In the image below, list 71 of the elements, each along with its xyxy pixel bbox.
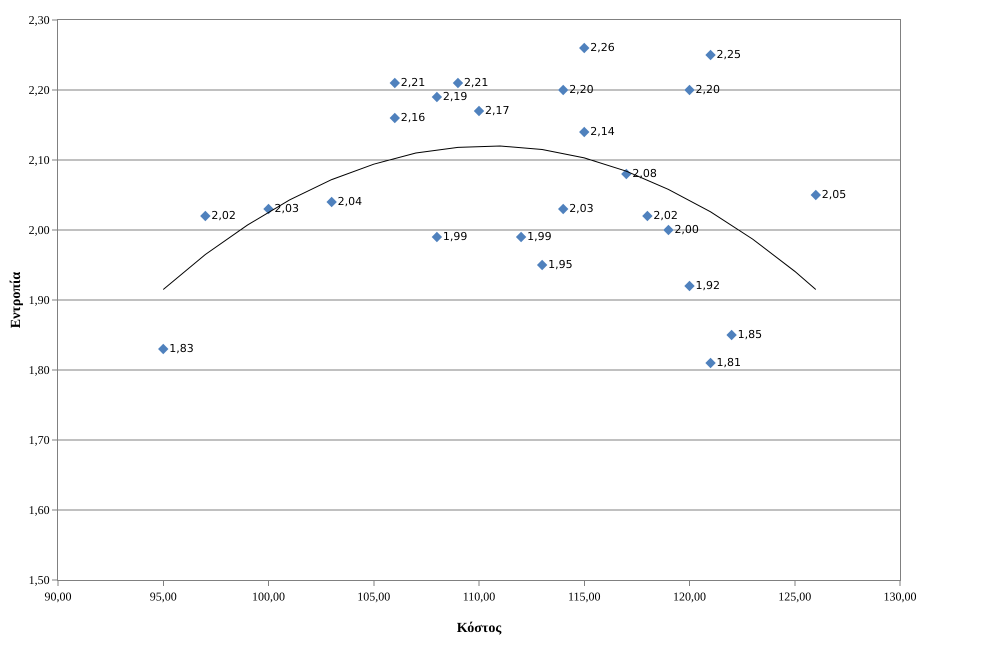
point bbox=[579, 42, 590, 54]
data-label: 2,19 bbox=[442, 90, 468, 103]
point bbox=[536, 260, 548, 270]
data-label: 2,17 bbox=[485, 104, 510, 117]
point bbox=[705, 358, 716, 368]
data-label: 2,21 bbox=[464, 76, 488, 89]
y-tick-label: 1,60 bbox=[28, 503, 50, 518]
x-tick-label: 130,00 bbox=[884, 589, 916, 604]
x-tick-label: 95,00 bbox=[150, 589, 177, 604]
data-label: 2,16 bbox=[400, 110, 426, 124]
point bbox=[810, 190, 821, 200]
data-label: 1,81 bbox=[716, 356, 742, 369]
data-label: 2,20 bbox=[569, 82, 594, 96]
point bbox=[579, 126, 590, 138]
data-label: 2,08 bbox=[632, 166, 657, 180]
x-tick-label: 90,00 bbox=[44, 589, 72, 604]
point bbox=[684, 280, 695, 292]
point bbox=[705, 50, 716, 60]
y-tick-label: 1,50 bbox=[28, 573, 50, 588]
x-tick-label: 120,00 bbox=[673, 589, 706, 604]
data-label: 2,14 bbox=[590, 124, 615, 138]
point bbox=[452, 78, 464, 88]
point bbox=[390, 112, 400, 124]
point bbox=[263, 204, 274, 214]
data-label: 2,21 bbox=[400, 76, 426, 89]
point bbox=[558, 84, 568, 96]
data-label: 2,03 bbox=[274, 202, 299, 215]
y-tick-label: 2,10 bbox=[28, 153, 50, 168]
point bbox=[390, 78, 400, 88]
x-tick-label: 110,00 bbox=[462, 589, 496, 604]
y-axis-title: Εντροπία bbox=[9, 272, 24, 328]
point bbox=[516, 232, 526, 242]
data-label: 2,25 bbox=[716, 48, 742, 61]
data-label: 2,00 bbox=[674, 222, 699, 236]
data-label: 1,99 bbox=[442, 230, 468, 243]
y-tick-label: 1,80 bbox=[28, 363, 50, 378]
point bbox=[621, 168, 632, 180]
x-tick-label: 100,00 bbox=[252, 589, 285, 604]
data-label: 2,05 bbox=[822, 188, 846, 201]
x-tick-label: 115,00 bbox=[568, 589, 601, 604]
point bbox=[432, 92, 442, 102]
point bbox=[474, 106, 484, 116]
x-tick-label: 105,00 bbox=[357, 589, 390, 604]
data-label: 1,85 bbox=[738, 328, 762, 341]
data-label: 1,83 bbox=[169, 342, 194, 355]
point bbox=[558, 204, 568, 214]
point bbox=[432, 232, 442, 242]
data-label: 2,03 bbox=[569, 202, 594, 215]
data-label: 2,26 bbox=[590, 40, 615, 54]
point bbox=[642, 210, 653, 222]
data-label: 2,04 bbox=[338, 194, 362, 208]
point bbox=[158, 344, 168, 354]
x-axis-title: Κόστος bbox=[456, 621, 502, 636]
point bbox=[326, 196, 337, 208]
point bbox=[663, 224, 674, 236]
y-tick-label: 2,30 bbox=[28, 13, 50, 28]
data-label: 2,20 bbox=[696, 82, 720, 96]
data-label: 2,02 bbox=[211, 208, 236, 222]
point bbox=[200, 210, 211, 222]
point bbox=[684, 84, 695, 96]
data-label: 2,02 bbox=[653, 208, 678, 222]
data-label: 1,92 bbox=[696, 278, 720, 292]
y-tick-label: 2,20 bbox=[28, 83, 50, 98]
x-tick-label: 125,00 bbox=[778, 589, 812, 604]
y-tick-label: 1,70 bbox=[28, 433, 50, 448]
y-tick-label: 1,90 bbox=[28, 293, 50, 308]
data-label: 1,95 bbox=[548, 258, 573, 271]
data-label: 1,99 bbox=[527, 230, 552, 243]
y-tick-label: 2,00 bbox=[28, 223, 50, 238]
point bbox=[726, 330, 737, 340]
line-series bbox=[162, 146, 816, 290]
